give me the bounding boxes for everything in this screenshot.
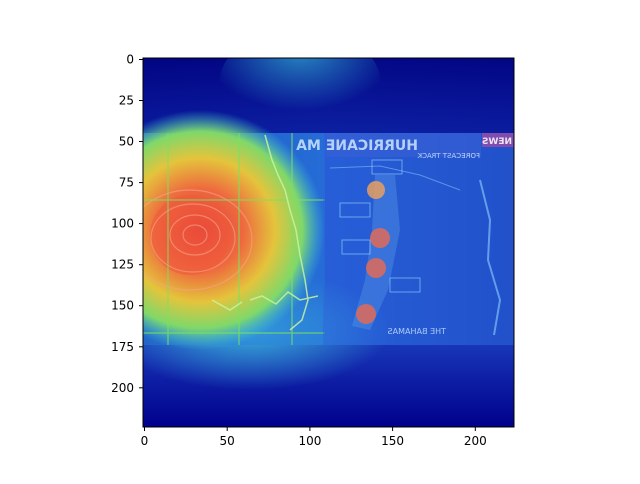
x-tick-label: 200: [464, 434, 487, 448]
x-tick-label: 150: [381, 434, 404, 448]
info-boxes: [339, 159, 421, 293]
y-tick-label: 75: [119, 176, 134, 190]
y-tick-label: 200: [111, 381, 134, 395]
y-tick-label: 150: [111, 299, 134, 313]
y-axis: 0 25 50 75 100 125 150 175 200: [111, 53, 143, 395]
axes-frame: [142, 57, 515, 428]
satellite-grid: [143, 133, 325, 345]
storm-markers: [356, 181, 390, 324]
forecast-map: [323, 133, 514, 345]
x-tick-label: 50: [220, 434, 235, 448]
y-tick-label: 0: [126, 53, 134, 67]
y-tick-label: 25: [119, 94, 134, 108]
news-banner-text: HURRICANE MA: [296, 138, 418, 154]
y-tick-label: 175: [111, 340, 134, 354]
heatmap-image: HURRICANE MA FORECAST TRACK NEWS THE BAH…: [143, 58, 514, 427]
x-tick-label: 0: [141, 434, 149, 448]
y-tick-label: 100: [111, 217, 134, 231]
y-tick-label: 50: [119, 135, 134, 149]
coastline: [211, 134, 319, 331]
news-sub-text: FORECAST TRACK: [417, 152, 480, 160]
bahamas-label: THE BAHAMAS: [388, 327, 447, 336]
forecast-cone: [352, 175, 400, 330]
x-tick-label: 100: [298, 434, 321, 448]
x-axis: 0 50 100 150 200: [141, 427, 487, 448]
storm-swirl: [143, 189, 253, 291]
news-logo-text: NEWS: [482, 137, 512, 147]
y-tick-label: 125: [111, 258, 134, 272]
